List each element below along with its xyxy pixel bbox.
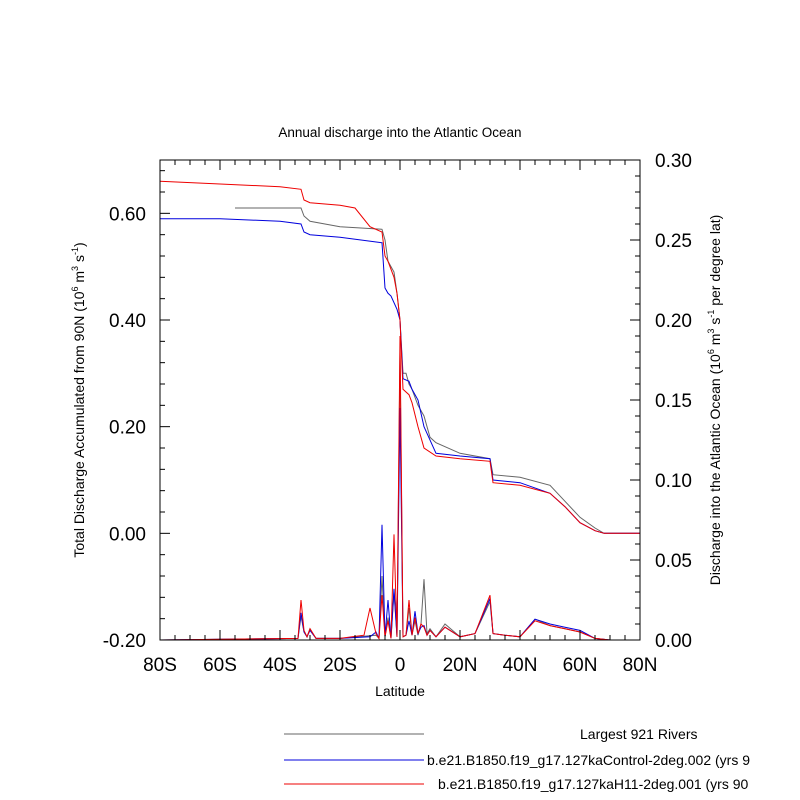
left-axis-label: Total Discharge Accumulated from 90N (10…: [70, 242, 87, 557]
y-right-tick-label: 0.05: [655, 551, 692, 572]
y-right-tick-label: 0.25: [655, 231, 692, 252]
series-line-0-left: [235, 207, 640, 534]
y-left-tick-label: 0.00: [109, 524, 146, 545]
series-line-4-right: [159, 407, 640, 641]
right-axis-label: Discharge into the Atlantic Ocean (106 m…: [706, 215, 723, 586]
y-right-tick-label: 0.30: [655, 151, 692, 172]
legend-label-control: b.e21.B1850.f19_g17.127kaControl-2deg.00…: [427, 752, 750, 768]
y-left-tick-label: 0.20: [109, 418, 146, 439]
legend: Largest 921 Rivers b.e21.B1850.f19_g17.1…: [284, 726, 750, 792]
tick-labels: 80S 60S 40S 20S 0 20N 40N 60N 80N -0.20 0.00 0.20 0.…: [103, 151, 692, 676]
plot-frame: [159, 159, 641, 641]
x-tick-label: 60N: [563, 655, 598, 676]
y-right-tick-label: 0.15: [655, 391, 692, 412]
x-tick-label: 40S: [263, 655, 297, 676]
x-tick-label: 20N: [443, 655, 478, 676]
series-line-3-right: [159, 351, 640, 641]
series-line-5-right: [159, 335, 640, 641]
legend-label-h11: b.e21.B1850.f19_g17.127kaH11-2deg.001 (y…: [438, 776, 749, 792]
y-right-tick-label: 0.10: [655, 471, 692, 492]
y-left-tick-label: -0.20: [103, 631, 146, 652]
y-right-tick-label: 0.00: [655, 631, 692, 652]
x-tick-label: 80S: [143, 655, 177, 676]
x-tick-label: 0: [395, 655, 406, 676]
x-tick-label: 80N: [623, 655, 658, 676]
x-tick-label: 60S: [203, 655, 237, 676]
axis-ticks: [159, 159, 641, 641]
x-tick-label: 40N: [503, 655, 538, 676]
x-axis-label: Latitude: [375, 683, 425, 699]
plot-lines: [159, 180, 640, 641]
y-right-tick-label: 0.20: [655, 311, 692, 332]
y-left-tick-label: 0.60: [109, 204, 146, 225]
y-left-tick-label: 0.40: [109, 311, 146, 332]
chart-title: Annual discharge into the Atlantic Ocean: [278, 125, 521, 140]
legend-label-rivers: Largest 921 Rivers: [580, 726, 698, 742]
series-line-2-left: [159, 180, 640, 534]
x-tick-label: 20S: [323, 655, 357, 676]
